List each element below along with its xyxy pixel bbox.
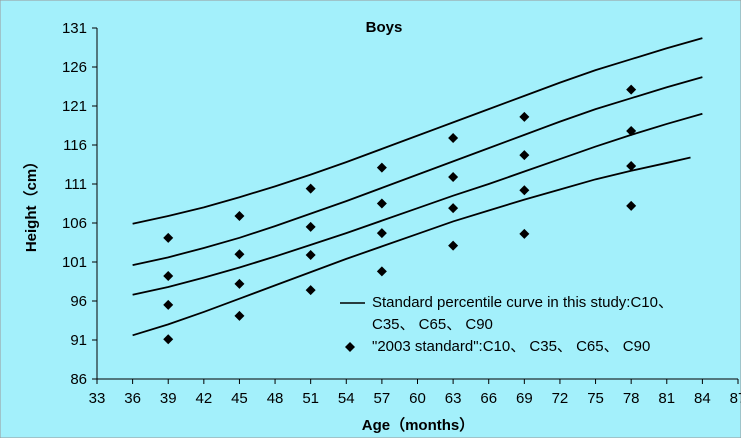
x-tick-label: 42 <box>195 390 212 407</box>
x-tick-label: 33 <box>89 390 106 407</box>
y-tick-label: 111 <box>64 176 87 193</box>
x-tick-label: 57 <box>374 390 391 407</box>
x-tick-label: 39 <box>160 390 177 407</box>
point <box>234 310 245 321</box>
point <box>376 266 387 277</box>
point <box>163 271 174 282</box>
y-tick-label: 121 <box>62 98 87 115</box>
percentile-curve <box>132 37 703 225</box>
y-tick-label: 126 <box>62 59 87 76</box>
x-tick-label: 48 <box>267 390 284 407</box>
x-tick-label: 60 <box>409 390 426 407</box>
x-tick-label: 51 <box>302 390 319 407</box>
legend-entry: "2003 standard":C10、 C35、 C65、 C90 <box>372 338 651 355</box>
x-tick-label: 81 <box>658 390 675 407</box>
x-tick-label: 36 <box>124 390 141 407</box>
y-tick-label: 91 <box>70 332 87 349</box>
point <box>626 200 637 211</box>
x-tick-label: 54 <box>338 390 355 407</box>
point <box>626 125 637 136</box>
point <box>376 228 387 239</box>
chart-title: Boys <box>366 19 403 36</box>
percentile-curve <box>132 112 703 296</box>
x-tick-label: 87 <box>730 390 741 407</box>
point <box>305 285 316 296</box>
y-tick-label: 116 <box>63 137 87 154</box>
point <box>519 111 530 122</box>
point <box>376 198 387 209</box>
y-tick-label: 86 <box>70 371 87 388</box>
point <box>234 278 245 289</box>
point <box>448 240 459 251</box>
point <box>305 249 316 260</box>
y-tick-label: 106 <box>62 215 87 232</box>
point <box>448 132 459 143</box>
x-tick-label: 66 <box>480 390 497 407</box>
x-tick-label: 84 <box>694 390 711 407</box>
percentile-curve <box>132 76 703 266</box>
y-tick-label: 96 <box>70 293 87 310</box>
point <box>163 334 174 345</box>
point <box>448 203 459 214</box>
legend: Standard percentile curve in this study:… <box>372 294 673 355</box>
percentile-curve <box>132 156 691 337</box>
point <box>448 171 459 182</box>
x-axis-label: Age（months） <box>362 416 475 434</box>
legend-entry: Standard percentile curve in this study:… <box>372 294 673 333</box>
y-axis-label: Height（cm） <box>22 154 40 252</box>
y-tick-label: 101 <box>62 254 87 271</box>
x-tick-label: 78 <box>623 390 640 407</box>
x-tick-label: 72 <box>552 390 569 407</box>
legend-diamond <box>345 342 355 352</box>
point <box>519 185 530 196</box>
point <box>519 228 530 239</box>
point <box>234 210 245 221</box>
x-tick-label: 45 <box>231 390 248 407</box>
point <box>234 249 245 260</box>
point <box>626 161 637 172</box>
point <box>305 183 316 194</box>
point <box>376 162 387 173</box>
point <box>163 299 174 310</box>
point <box>519 150 530 161</box>
point <box>626 84 637 95</box>
x-tick-label: 69 <box>516 390 533 407</box>
point <box>305 221 316 232</box>
x-tick-label: 63 <box>445 390 462 407</box>
point <box>163 232 174 243</box>
y-tick-label: 131 <box>62 20 87 37</box>
x-tick-label: 75 <box>587 390 604 407</box>
